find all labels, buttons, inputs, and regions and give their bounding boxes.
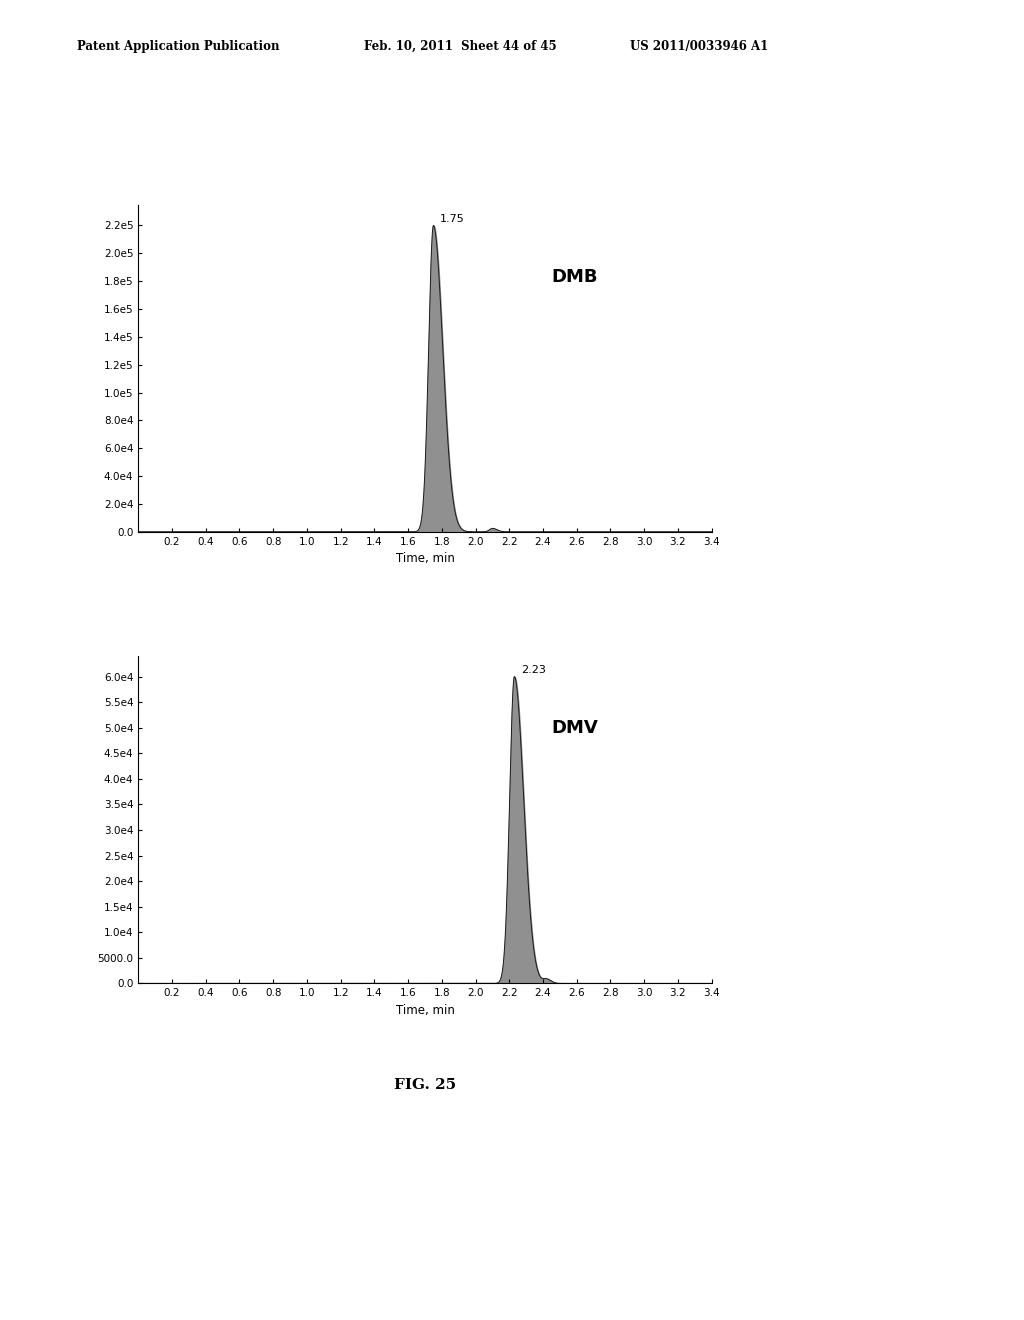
Text: FIG. 25: FIG. 25 [394, 1078, 456, 1092]
X-axis label: Time, min: Time, min [395, 552, 455, 565]
Text: DMB: DMB [551, 268, 598, 285]
Text: 2.23: 2.23 [521, 665, 546, 675]
Text: Patent Application Publication: Patent Application Publication [77, 40, 280, 53]
Text: Feb. 10, 2011  Sheet 44 of 45: Feb. 10, 2011 Sheet 44 of 45 [364, 40, 556, 53]
X-axis label: Time, min: Time, min [395, 1003, 455, 1016]
Text: DMV: DMV [551, 719, 598, 737]
Text: US 2011/0033946 A1: US 2011/0033946 A1 [630, 40, 768, 53]
Text: 1.75: 1.75 [440, 214, 465, 224]
